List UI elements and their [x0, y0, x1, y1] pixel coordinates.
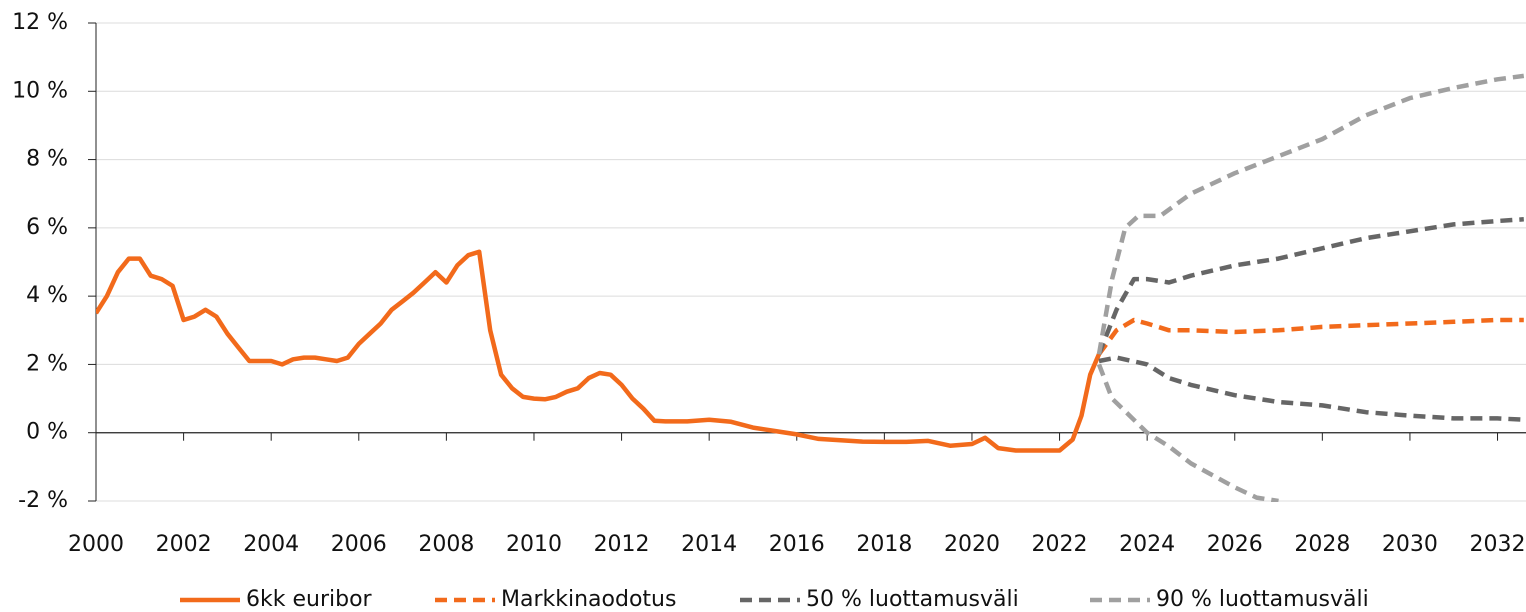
y-tick-label: 8 % [26, 147, 68, 172]
x-tick-label: 2022 [1032, 532, 1088, 557]
y-tick-label: 12 % [12, 10, 68, 35]
x-tick-label: 2000 [68, 532, 124, 557]
x-tick-label: 2012 [594, 532, 650, 557]
x-tick-label: 2024 [1119, 532, 1175, 557]
legend-label: Markkinaodotus [501, 587, 676, 612]
y-tick-label: 4 % [26, 283, 68, 308]
y-tick-label: 0 % [26, 420, 68, 445]
y-tick-label: -2 % [18, 488, 68, 513]
x-tick-label: 2014 [681, 532, 737, 557]
x-tick-label: 2030 [1382, 532, 1438, 557]
series-line [1096, 363, 1279, 502]
plot-area [96, 73, 1525, 502]
x-tick-label: 2020 [944, 532, 1000, 557]
y-tick-label: 10 % [12, 78, 68, 103]
series-line [1097, 317, 1524, 356]
y-tick-label: 6 % [26, 215, 68, 240]
x-tick-label: 2028 [1294, 532, 1350, 557]
x-tick-label: 2026 [1207, 532, 1263, 557]
legend-label: 50 % luottamusväli [806, 587, 1019, 612]
x-tick-label: 2016 [769, 532, 825, 557]
y-tick-label: 2 % [26, 351, 68, 376]
series-line [1098, 355, 1524, 422]
x-tick-label: 2006 [331, 532, 387, 557]
series-line [96, 249, 1102, 453]
legend-label: 90 % luottamusväli [1156, 587, 1369, 612]
x-tick-label: 2010 [506, 532, 562, 557]
x-tick-label: 2032 [1470, 532, 1526, 557]
series-line [1096, 217, 1524, 356]
x-tick-label: 2008 [418, 532, 474, 557]
x-tick-label: 2018 [856, 532, 912, 557]
series-line [1096, 73, 1525, 355]
legend-label: 6kk euribor [246, 587, 373, 612]
x-tick-label: 2004 [243, 532, 299, 557]
x-tick-label: 2002 [156, 532, 212, 557]
